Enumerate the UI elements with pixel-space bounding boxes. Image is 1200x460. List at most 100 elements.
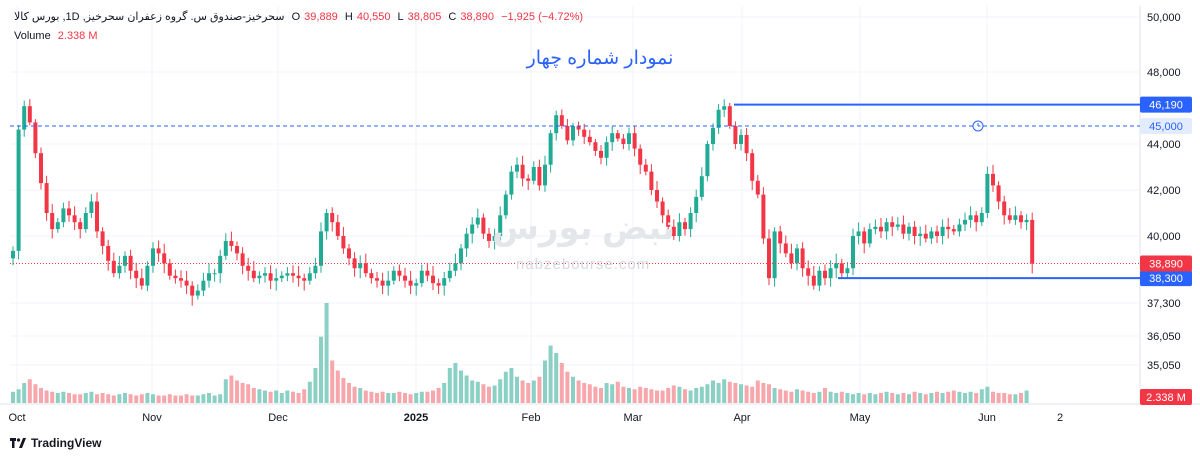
candle bbox=[593, 138, 598, 156]
volume-label[interactable]: Volume bbox=[14, 30, 51, 42]
low-value: 38,805 bbox=[407, 11, 442, 23]
volume-bar bbox=[363, 390, 368, 403]
candle bbox=[1013, 206, 1018, 225]
horizontal-lines[interactable]: 46,190 45,000 38,300 38,890 2.338 M bbox=[10, 96, 1192, 405]
candle bbox=[229, 231, 234, 252]
candle-body bbox=[123, 255, 127, 266]
x-tick-label: Feb bbox=[522, 412, 541, 424]
candle bbox=[901, 215, 906, 239]
candle bbox=[285, 267, 290, 282]
x-tick-label: Mar bbox=[624, 412, 643, 424]
volume-bar bbox=[531, 380, 536, 403]
candle-body bbox=[72, 215, 77, 223]
volume-bar bbox=[419, 391, 424, 403]
candle-body bbox=[111, 260, 116, 274]
candle bbox=[722, 99, 727, 117]
candle bbox=[755, 175, 760, 199]
candle-body bbox=[828, 268, 833, 279]
candle-body bbox=[582, 129, 587, 137]
volume-bar bbox=[677, 386, 682, 403]
volume-bar bbox=[414, 393, 419, 403]
volume-bar bbox=[655, 390, 659, 403]
candle-body bbox=[559, 115, 564, 126]
volume-bar bbox=[128, 394, 133, 403]
x-tick-label: Jun bbox=[978, 412, 996, 424]
candle bbox=[582, 123, 587, 144]
candle bbox=[11, 246, 15, 266]
candle-body bbox=[380, 280, 385, 286]
volume-bar bbox=[61, 391, 66, 403]
volume-bar bbox=[268, 391, 273, 403]
candle-body bbox=[795, 248, 799, 264]
volume-bar bbox=[72, 394, 77, 403]
last-price-label: 38,890 bbox=[1149, 259, 1183, 271]
time-axis[interactable]: Oct Nov Dec 2025 Feb Mar Apr May Jun 2 bbox=[8, 412, 1063, 424]
candle bbox=[218, 249, 223, 284]
x-tick-label: May bbox=[850, 412, 871, 424]
price-axis[interactable]: 50,000 48,000 44,000 42,000 40,000 37,300 36,0… bbox=[1147, 12, 1181, 372]
volume-bar bbox=[515, 376, 519, 403]
candle bbox=[201, 272, 206, 297]
candle bbox=[44, 175, 49, 221]
volume-bar bbox=[918, 393, 923, 403]
volume-bar bbox=[235, 380, 239, 403]
candle-body bbox=[436, 283, 441, 286]
candle bbox=[649, 164, 654, 196]
candle bbox=[705, 140, 710, 182]
volume-bar bbox=[559, 363, 564, 403]
candle-body bbox=[890, 222, 895, 227]
volume-bar bbox=[778, 389, 783, 403]
tradingview-logo[interactable]: TradingView bbox=[10, 436, 101, 450]
volume-bar bbox=[576, 380, 581, 403]
candle-body bbox=[907, 226, 911, 234]
candle bbox=[677, 213, 682, 242]
candle-body bbox=[963, 219, 967, 225]
candle bbox=[604, 136, 609, 166]
candle bbox=[380, 272, 385, 295]
volume-bar bbox=[537, 376, 542, 403]
volume-bar bbox=[27, 379, 32, 403]
candle bbox=[974, 211, 979, 232]
candle bbox=[996, 181, 1001, 210]
volume-bar bbox=[375, 393, 379, 403]
candle-body bbox=[929, 231, 934, 239]
volume-bar bbox=[565, 371, 570, 403]
level-label-box bbox=[1140, 118, 1192, 134]
candle-body bbox=[722, 106, 727, 110]
candle bbox=[515, 157, 519, 179]
volume-bar bbox=[884, 391, 889, 403]
candle-body bbox=[212, 273, 217, 275]
candle-body bbox=[879, 226, 883, 232]
candle-body bbox=[509, 171, 514, 195]
candle-body bbox=[55, 222, 60, 230]
volume-bar bbox=[475, 381, 480, 403]
candle bbox=[263, 267, 267, 283]
candle bbox=[363, 253, 368, 278]
candle-body bbox=[475, 217, 480, 225]
volume-bar bbox=[632, 389, 637, 403]
candle-body bbox=[789, 253, 794, 264]
volume-bar bbox=[358, 388, 363, 403]
candle-body bbox=[537, 167, 542, 186]
candle bbox=[319, 222, 323, 273]
volume-bar bbox=[257, 389, 262, 403]
candle bbox=[498, 206, 503, 246]
volume-bar bbox=[498, 379, 503, 403]
candle-body bbox=[1007, 215, 1012, 220]
candle bbox=[531, 161, 536, 185]
volume-bar bbox=[845, 393, 850, 403]
volume-bar bbox=[621, 386, 626, 403]
candle bbox=[106, 239, 111, 271]
volume-bar bbox=[95, 394, 99, 403]
candle-body bbox=[251, 270, 256, 279]
candle bbox=[599, 145, 603, 165]
candle-body bbox=[145, 265, 150, 286]
y-tick-label: 36,050 bbox=[1147, 331, 1181, 343]
candle-body bbox=[783, 243, 788, 254]
change-value: −1,925 (−4.72%) bbox=[501, 11, 584, 23]
candle-body bbox=[207, 273, 211, 281]
candle-body bbox=[845, 268, 850, 274]
symbol-name[interactable]: سحرخیز-صندوق س. گروه زعفران سحرخیز, 1D, … bbox=[14, 11, 285, 23]
volume-bar bbox=[795, 389, 799, 403]
